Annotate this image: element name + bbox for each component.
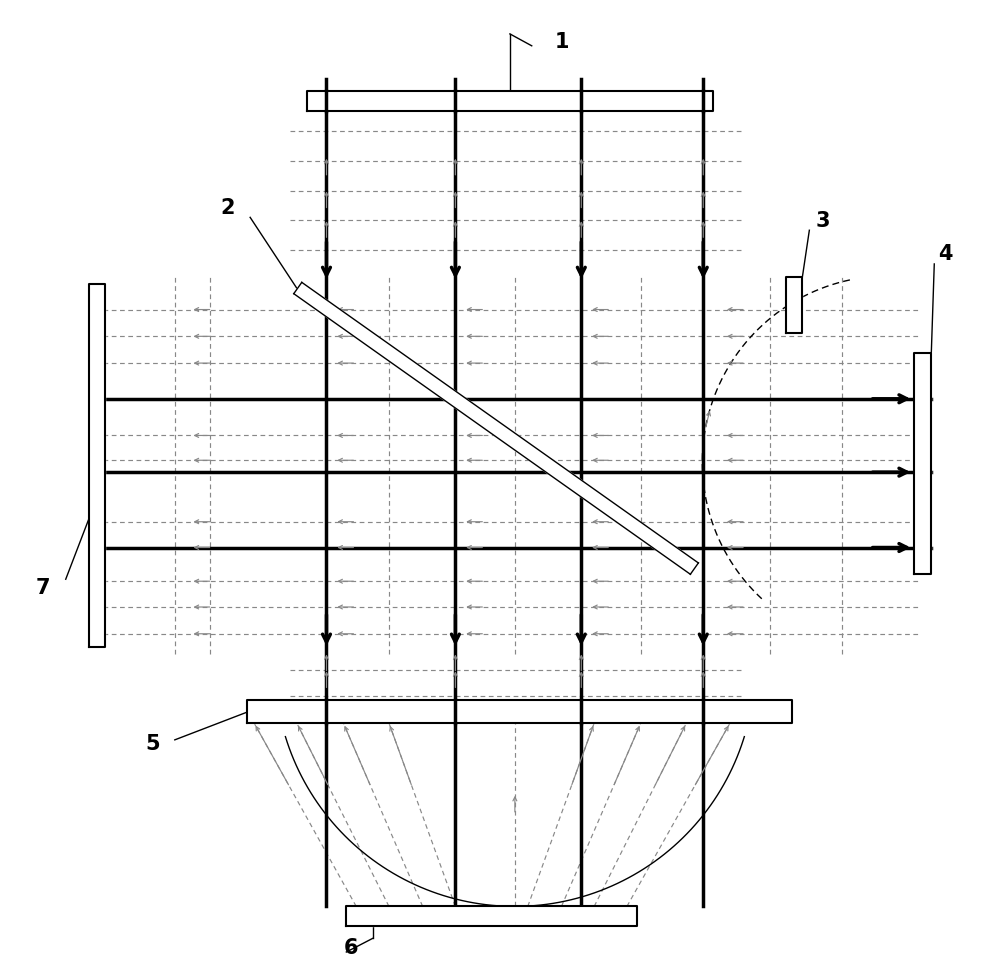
Text: 2: 2: [220, 198, 235, 219]
Polygon shape: [247, 700, 792, 723]
Text: 6: 6: [343, 938, 358, 958]
Polygon shape: [89, 284, 105, 647]
Text: 7: 7: [36, 578, 50, 598]
Polygon shape: [914, 353, 931, 574]
Text: 3: 3: [815, 212, 830, 231]
Polygon shape: [307, 91, 713, 112]
Polygon shape: [346, 906, 637, 926]
Polygon shape: [786, 276, 802, 333]
Text: 1: 1: [554, 31, 569, 52]
Text: 5: 5: [145, 734, 160, 754]
Polygon shape: [294, 282, 698, 574]
Text: 4: 4: [938, 244, 953, 264]
